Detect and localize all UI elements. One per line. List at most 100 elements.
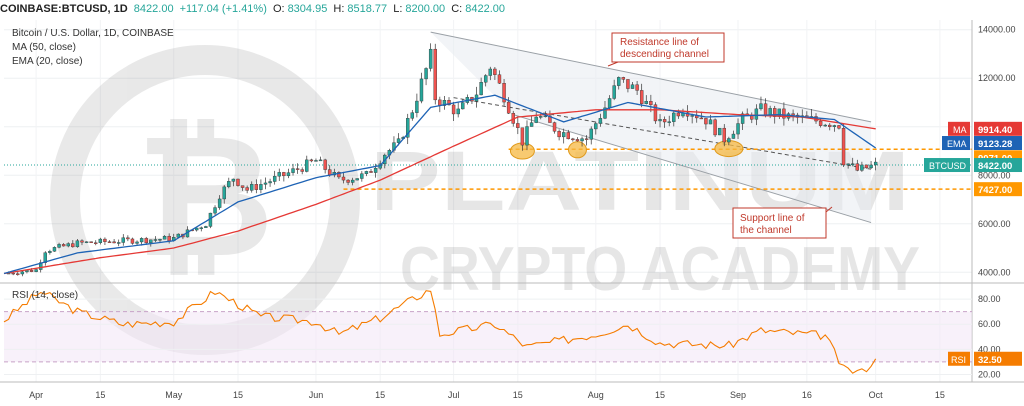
candle-body [649,101,653,105]
candle-body [282,172,286,177]
price-change: +117.04 (+1.41%) [179,3,267,15]
time-tick-label: 15 [935,390,945,400]
candle-body [396,138,401,143]
candle-body [52,247,57,252]
candle-body [543,115,548,118]
price-tag-value: 7427.00 [978,185,1012,196]
candle-body [791,113,795,116]
candle-body [442,100,447,106]
candle-body [236,178,240,186]
chart-legend: Bitcoin / U.S. Dollar, 1D, COINBASE MA (… [12,27,174,69]
candle-body [447,100,451,106]
watermark-line2: CRYPTO ACADEMY [400,235,920,304]
candle-body [860,164,864,171]
candle-body [254,184,259,190]
symbol-header: COINBASE:BTCUSD, 1D 8422.00 +117.04 (+1.… [0,0,1024,18]
price-tick-label: 4000.00 [978,267,1011,277]
candle-body [644,101,648,104]
candle-body [373,167,378,173]
rsi-pane: 20.00 40.00 60.00 80.00 32.50 RSI [3,290,1022,379]
candle-body [768,108,772,116]
candle-body [837,125,841,129]
candle-body [704,118,708,125]
last-price: 8422.00 [133,3,174,15]
time-tick-label: 15 [95,390,105,400]
candle-body [135,241,139,244]
candle-body [305,159,309,172]
candle-body [561,132,566,138]
candle-body [589,128,593,140]
candle-body [639,90,644,104]
candle-body [167,235,171,242]
price-tick-label: 14000.00 [978,25,1016,35]
candle-body [286,172,291,177]
candle-body [11,272,15,275]
candle-body [782,108,786,119]
channel-midline [453,97,872,170]
candle-body [626,79,630,89]
candle-body [708,119,713,125]
candle-body [662,119,667,123]
candle-body [658,119,662,122]
candle-body [506,101,511,114]
candle-body [328,169,332,176]
candle-body [525,126,529,146]
candle-body [20,271,25,275]
candle-body [314,160,318,162]
candle-body [272,175,277,182]
candle-body [89,241,93,243]
candle-body [676,112,681,117]
support-callout: Support line of the channel [732,206,833,239]
candle-body [617,77,621,86]
legend-ma[interactable]: MA (50, close) [12,42,76,53]
price-tag-value: 8422.00 [978,161,1012,172]
price-tag-value: 9123.28 [978,139,1012,150]
candle-body [300,169,304,172]
close-value: 8422.00 [465,3,505,15]
candle-body [484,75,488,83]
candle-body [479,82,483,96]
resistance-line [430,31,872,123]
candle-body [116,242,121,244]
candle-body [612,85,616,99]
candle-body [520,127,525,146]
candle-body [717,127,722,136]
candle-body [268,181,272,184]
support-callout-line1: Support line of [740,213,805,224]
resistance-callout-line1: Resistance line of [620,37,699,48]
candle-body [539,116,543,118]
legend-ema[interactable]: EMA (20, close) [12,56,83,67]
candle-body [309,159,314,162]
candle-body [493,68,497,75]
candle-body [410,112,415,119]
candle-body [557,131,561,138]
price-tag-name-box [948,121,970,136]
candle-body [277,172,281,177]
resistance-callout-line2: descending channel [620,49,709,60]
candle-body [672,112,676,122]
symbol-name[interactable]: COINBASE:BTCUSD, 1D [0,3,128,15]
candle-body [699,117,704,120]
price-tag-name-box [942,136,970,151]
candle-body [84,241,89,243]
candle-body [126,237,130,240]
support-test-marker [567,141,587,159]
candle-body [360,173,364,179]
rsi-tick-label: 40.00 [978,344,1001,354]
time-tick-label: 15 [655,390,665,400]
candle-body [231,178,236,182]
price-tag-name: MA [953,125,967,135]
candle-body [873,161,878,166]
candle-body [667,121,671,123]
high-label: H: [333,3,345,15]
rsi-tag-box [974,351,1022,366]
candle-body [855,163,860,171]
candle-body [337,172,341,178]
rsi-tick-label: 80.00 [978,294,1001,304]
candle-body [832,125,837,127]
rsi-legend[interactable]: RSI (14, close) [12,290,79,301]
candle-body [80,240,84,243]
candle-body [369,171,373,173]
candle-body [713,119,717,136]
